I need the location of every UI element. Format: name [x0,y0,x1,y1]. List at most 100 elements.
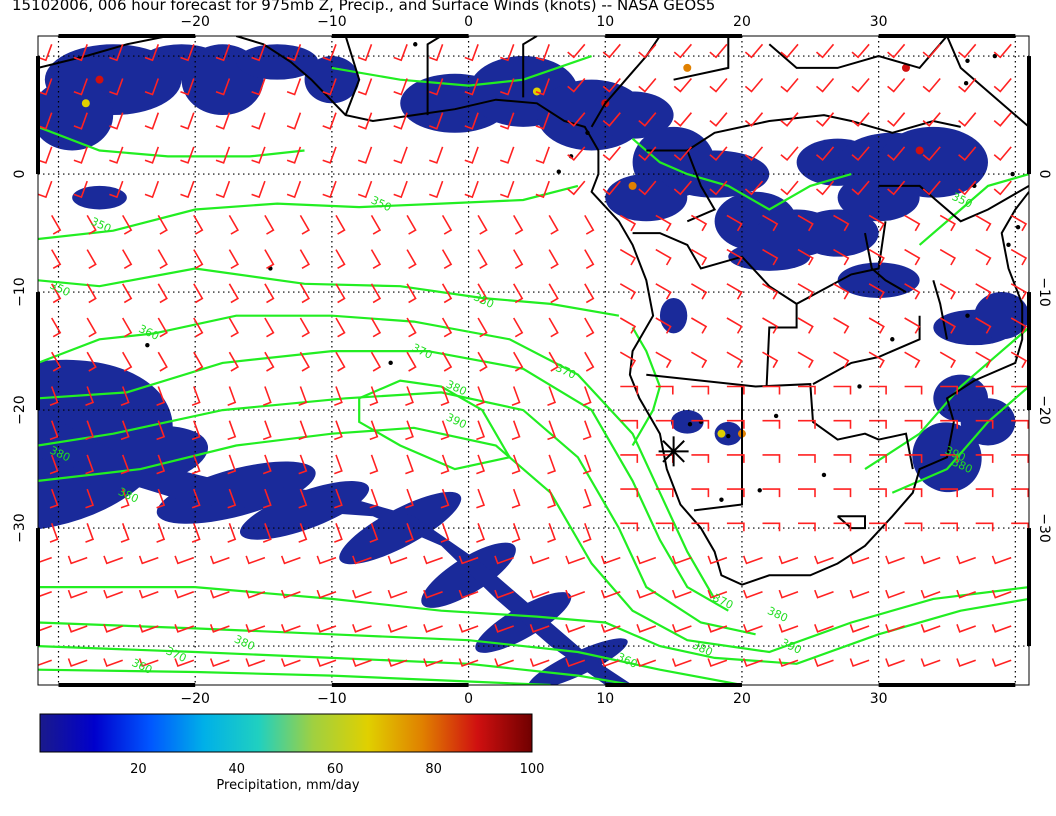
wind-barb [458,658,479,668]
wind-barb [904,317,921,334]
wind-barb [513,283,524,304]
wind-barb [85,523,95,543]
wind-barb [406,214,417,235]
wind-barb [673,112,693,127]
wind-barb [335,214,346,235]
island-dot [585,130,590,135]
precip-area [421,542,516,608]
wind-barb [762,385,781,395]
wind-barb [602,180,621,196]
frame-bar-bottom [58,683,196,687]
wind-barb [868,317,885,334]
frame-bar-bottom [331,683,469,687]
wind-barb [548,249,559,269]
wind-barb [227,454,237,475]
wind-barb [299,249,310,269]
wind-barb [51,351,62,372]
wind-barb [38,659,52,667]
wind-barb [565,589,586,599]
wind-barb [636,658,657,668]
coast-border-line [590,36,661,128]
wind-barb [494,589,514,599]
lon-tick-label-top: −10 [317,14,347,30]
wind-barb [904,283,921,300]
wind-barb [885,658,905,668]
wind-barb [174,555,195,565]
wind-barb [975,488,994,498]
colorbar-tick-label: 20 [130,762,147,777]
wind-barb [849,624,870,633]
wind-barb [868,214,885,232]
wind-barb [956,658,976,668]
wind-barb [655,351,672,369]
wind-barb [673,77,693,93]
wind-barb [636,589,657,599]
island-dot [857,384,862,389]
wind-barb [797,317,814,334]
wind-barb [956,589,976,599]
wind-barb [286,44,302,62]
wind-barb [369,386,379,406]
wind-barb [833,522,852,532]
contour-line [38,267,620,317]
asterisk-stroke [662,440,685,463]
wind-barb [885,589,905,599]
wind-barb [958,77,977,93]
wind-barb [798,522,816,532]
wind-barb [215,78,231,96]
wind-barb [778,555,799,565]
lon-tick-label-bottom: 10 [596,691,614,707]
colorbar-ticks: 20 40 60 80 100 [130,762,544,777]
wind-barb [798,419,816,429]
wind-barb [815,77,835,93]
lon-tick-label-bottom: 30 [870,691,888,707]
wind-barb [690,317,708,334]
wind-barb [191,386,201,406]
wind-barb [833,488,852,498]
wind-barb [286,78,302,96]
wind-barb [511,523,521,543]
wind-barb [298,386,308,406]
wind-barb [535,180,550,199]
wind-barb [920,589,941,599]
wind-barb [476,420,486,441]
wind-barb [67,658,88,668]
wind-barb [191,523,201,543]
wind-barb [904,248,921,266]
precip-band [38,410,633,685]
wind-barb [620,488,639,498]
wind-barb [620,454,639,463]
wind-barb [567,77,586,93]
wind-barb [691,522,710,532]
wind-barb [370,317,382,338]
wind-barb [477,214,488,235]
wind-barb [671,658,692,668]
wind-barb [619,283,637,300]
wind-barb [352,589,372,599]
colorbar-tick-label: 80 [425,762,442,777]
wind-barb [904,385,923,395]
wind-barb [494,658,514,668]
wind-barb [262,488,272,509]
lon-tick-label-top: −20 [180,14,210,30]
wind-barb [476,488,486,509]
wind-barb [458,589,479,599]
wind-barb [726,351,743,369]
wind-barb [673,180,693,196]
wind-barb [726,488,745,498]
wind-barb [958,180,977,196]
wind-barb [299,317,310,338]
wind-barb [991,658,1012,668]
coast-border-line [522,36,538,98]
wind-barb [691,488,710,498]
contour-line [631,137,852,211]
wind-barb [262,454,272,475]
wind-barb [120,420,130,441]
wind-barb [85,454,95,475]
island-dot [388,360,393,366]
wind-barb [406,249,417,269]
wind-barb [762,454,781,463]
wind-barb [780,112,799,127]
wind-barb [393,146,408,164]
island-dot [757,488,762,493]
